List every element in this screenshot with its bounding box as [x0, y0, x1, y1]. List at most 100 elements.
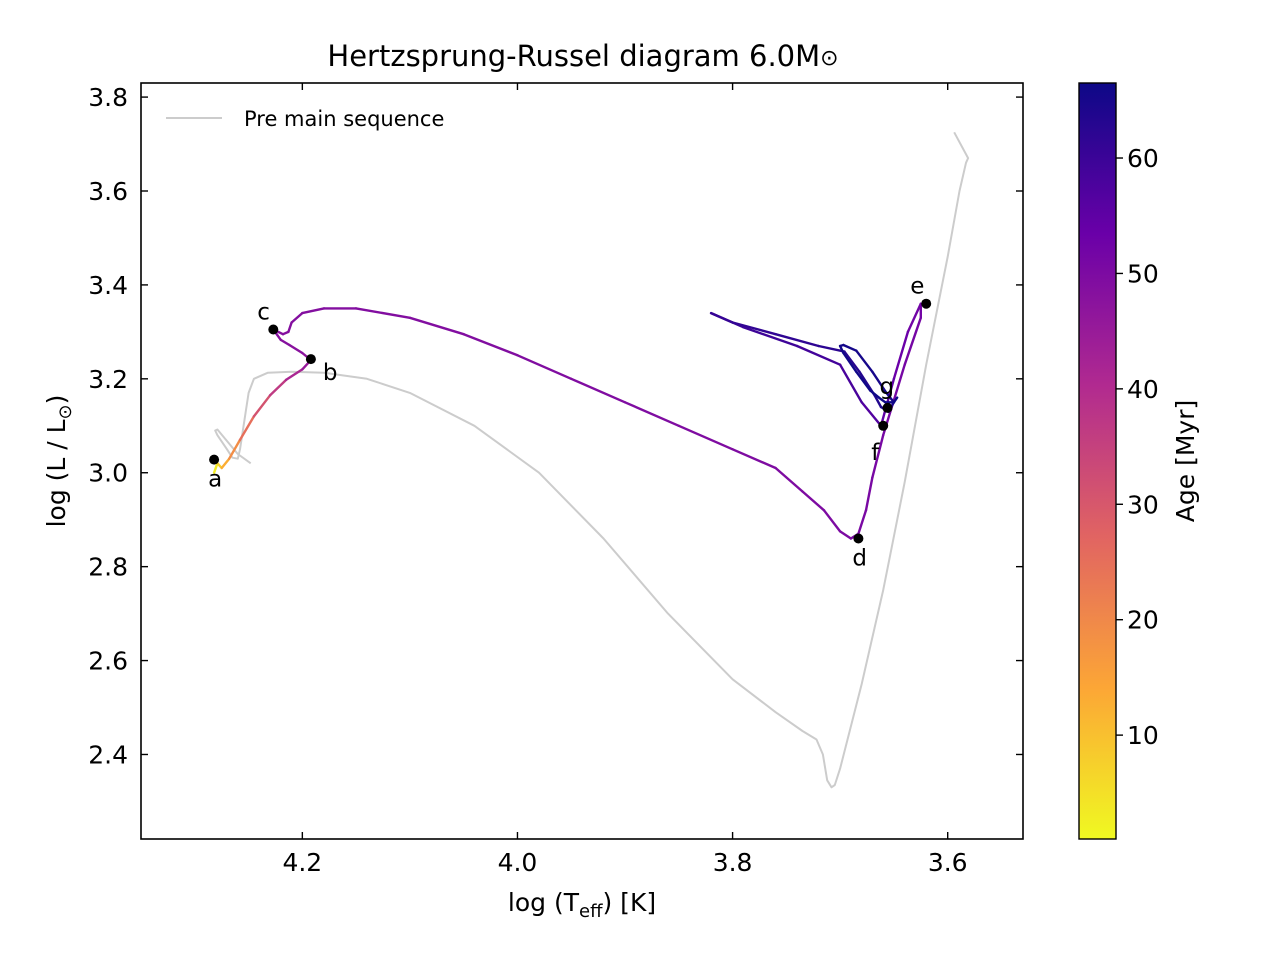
track-segment	[801, 490, 826, 512]
y-tick-label: 3.0	[88, 459, 128, 488]
y-tick-label: 2.8	[88, 553, 128, 582]
track-segment	[285, 368, 304, 381]
y-axis-title-sub: ⊙	[55, 404, 76, 419]
track-segment	[871, 434, 885, 479]
x-tick-label: 4.2	[282, 848, 322, 877]
track-segment	[892, 330, 910, 380]
track-segment	[290, 311, 304, 324]
track-segment	[855, 370, 872, 392]
x-tick-label: 4.0	[498, 848, 538, 877]
track-segment	[301, 307, 326, 315]
legend-label: Pre main sequence	[244, 107, 444, 131]
point-g-marker	[882, 402, 893, 413]
track-segment	[268, 378, 288, 397]
x-axis-title-prefix: log (T	[508, 888, 580, 917]
point-f-label: f	[871, 440, 880, 466]
point-e-label: e	[910, 274, 924, 300]
x-axis-title-sub: eff	[579, 901, 603, 922]
track-segment	[623, 401, 680, 427]
track-segment	[892, 396, 899, 404]
track-segment	[227, 438, 242, 460]
track-segment	[838, 530, 853, 540]
y-axis: 2.4 2.6 2.8 3.0 3.2 3.4 3.6 3.8	[88, 83, 1023, 769]
track-segment	[677, 424, 734, 451]
track-segment	[220, 457, 231, 470]
track-segment	[288, 343, 304, 355]
y-tick-label: 3.4	[88, 271, 128, 300]
track-segment	[354, 307, 412, 319]
track-segment	[287, 321, 293, 334]
track-segment	[885, 391, 896, 404]
chart-title-symbol: ⊙	[820, 46, 838, 71]
y-tick-label: 2.6	[88, 647, 128, 676]
point-b-marker	[305, 354, 316, 365]
track-segment	[774, 466, 804, 493]
evolution-track	[212, 302, 922, 540]
y-tick-label: 3.6	[88, 177, 128, 206]
point-c-label: c	[257, 300, 270, 326]
track-segment	[238, 415, 256, 442]
track-segment	[731, 321, 777, 336]
point-b-label: b	[323, 360, 338, 386]
chart-title-text: Hertzsprung-Russel diagram 6.0M	[327, 39, 820, 73]
track-segment	[817, 344, 846, 353]
pms-line	[214, 131, 970, 789]
track-segment	[774, 333, 820, 348]
point-d-marker	[853, 533, 864, 544]
colorbar-tick-label: 10	[1127, 721, 1159, 750]
y-tick-label: 3.2	[88, 365, 128, 394]
track-segment	[873, 394, 883, 409]
y-axis-title-suffix: )	[42, 395, 71, 405]
x-tick-label: 3.8	[713, 848, 753, 877]
legend: Pre main sequence	[166, 107, 444, 131]
track-segment	[838, 344, 845, 355]
point-g-label: g	[880, 374, 895, 400]
track-segment	[462, 333, 519, 357]
track-segment	[906, 302, 922, 334]
track-segment	[871, 370, 888, 395]
track-segment	[869, 389, 881, 399]
track-segment	[408, 316, 465, 336]
y-axis-title-prefix: log (L / L	[42, 419, 71, 527]
plot-frame	[140, 82, 1024, 840]
colorbar-ticks: 10 20 30 40 50 60	[1116, 144, 1159, 750]
track-segment	[516, 354, 573, 380]
point-d-label: d	[852, 546, 867, 572]
colorbar-label: Age [Myr]	[1171, 400, 1200, 522]
track-segment	[903, 316, 922, 366]
point-a-marker	[209, 454, 220, 465]
plot-area	[141, 83, 1023, 839]
colorbar-tick-label: 30	[1127, 490, 1159, 519]
track-segment	[822, 509, 842, 533]
track-segment	[842, 351, 858, 373]
track-segment	[860, 401, 883, 427]
track-segment	[742, 326, 799, 348]
track-segment	[838, 363, 863, 404]
colorbar-tick-label: 20	[1127, 606, 1159, 635]
track-segment	[864, 476, 874, 512]
point-f-marker	[878, 420, 889, 431]
colorbar-tick-label: 60	[1127, 144, 1159, 173]
y-axis-title: log (L / L⊙)	[42, 395, 76, 528]
marked-points: a b c d e f g	[208, 274, 932, 572]
colorbar: 10 20 30 40 50 60 Age [Myr]	[1078, 82, 1200, 840]
pms-track	[214, 131, 970, 789]
track-segment	[570, 377, 627, 404]
track-segment	[279, 338, 291, 347]
colorbar-tick-label: 40	[1127, 375, 1159, 404]
track-segment	[855, 349, 874, 373]
track-segment	[252, 394, 272, 418]
track-segment	[212, 462, 219, 474]
track-segment	[857, 509, 868, 535]
colorbar-bar	[1078, 82, 1117, 840]
track-segment	[709, 311, 734, 324]
track-segment	[795, 344, 842, 366]
chart-title: Hertzsprung-Russel diagram 6.0M⊙	[327, 39, 838, 73]
point-c-marker	[268, 324, 279, 335]
y-tick-label: 2.4	[88, 740, 128, 769]
track-segment	[843, 350, 861, 373]
point-a-label: a	[208, 467, 222, 493]
x-tick-label: 3.6	[928, 848, 968, 877]
y-tick-label: 3.8	[88, 83, 128, 112]
